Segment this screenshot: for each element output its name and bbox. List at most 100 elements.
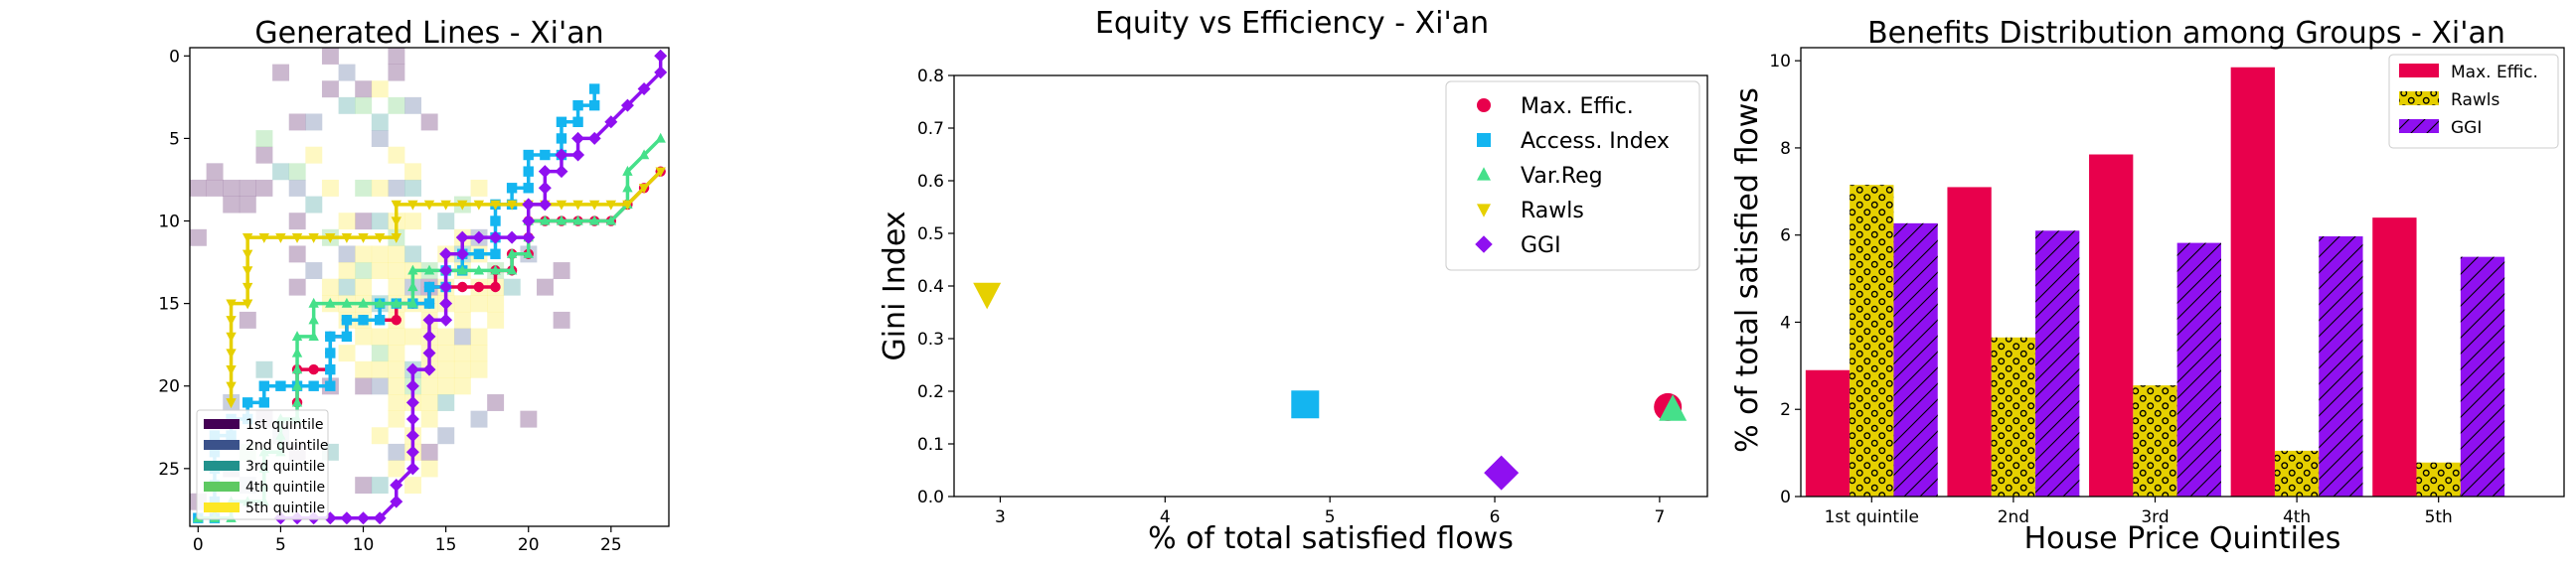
map-cell-quintile-2: [371, 130, 389, 148]
map-marker-var-reg: [540, 214, 551, 225]
bar-ylabel: % of total satisfied flows: [1730, 87, 1765, 453]
legend-label-rawls: Rawls: [1521, 199, 1584, 223]
map-marker-access-index: [325, 363, 336, 375]
bar-max-effic: [2089, 154, 2134, 497]
scatter-ytick-label: 0.0: [917, 488, 944, 507]
map-marker-var-reg: [556, 214, 567, 225]
map-cell-quintile-1: [223, 179, 241, 197]
map-cell-quintile-2: [338, 245, 356, 263]
map-marker-var-reg: [374, 297, 386, 308]
map-marker-ggi: [340, 511, 354, 525]
map-cell-quintile-1: [206, 179, 224, 197]
map-cell-quintile-5: [388, 245, 405, 263]
map-cell-quintile-5: [470, 345, 488, 362]
bar-ytick-label: 6: [1780, 226, 1791, 246]
legend-label-ggi: GGI: [1521, 233, 1561, 258]
bar-rects: [1805, 67, 2505, 498]
map-cell-quintile-1: [255, 179, 273, 197]
map-marker-ggi: [522, 214, 536, 228]
map-cell-quintile-5: [404, 213, 421, 230]
map-cell-quintile-5: [388, 146, 405, 164]
map-cell-quintile-1: [255, 146, 273, 164]
map-marker-access-index: [258, 397, 269, 408]
bar-hatch-rawls: [2133, 385, 2177, 497]
map-cell-quintile-5: [388, 394, 405, 411]
map-marker-rawls: [605, 200, 617, 211]
map-cell-quintile-5: [371, 179, 389, 197]
map-cell-quintile-3: [338, 96, 356, 114]
map-marker-rawls: [325, 232, 336, 243]
bar-xtick-label: 5th: [2425, 507, 2453, 527]
map-marker-var-reg: [622, 165, 633, 176]
legend-swatch-rawls-hatch: [2399, 91, 2439, 105]
map-marker-access-index: [325, 331, 336, 343]
map-marker-var-reg: [655, 132, 666, 143]
bar-hatch-ggi: [2460, 256, 2505, 497]
map-cell-quintile-1: [190, 179, 207, 197]
map-cell-quintile-5: [487, 295, 505, 313]
scatter-axes: 3 4 5 6 7 0.0 0.1 0.2 0.3 0.4 0.5 0.6 0.7 0.8: [917, 67, 1665, 527]
scatter-title: Equity vs Efficiency - Xi'an: [1095, 6, 1489, 41]
map-cell-quintile-3: [371, 477, 389, 495]
map-marker-access-index: [423, 281, 435, 293]
map-ytick-label: 20: [158, 377, 180, 397]
map-cell-quintile-1: [190, 228, 207, 246]
map-cell-quintile-1: [239, 311, 256, 329]
scatter-xlabel: % of total satisfied flows: [1148, 521, 1514, 556]
legend-marker-ggi: [1475, 235, 1493, 253]
map-marker-ggi: [654, 66, 668, 79]
map-cell-quintile-1: [520, 410, 538, 428]
map-xtick-label: 10: [353, 535, 375, 555]
legend-marker-access-index: [1477, 133, 1491, 147]
map-axes: 0 5 10 15 20 25 0 5 10 15 20 25: [158, 47, 621, 555]
map-cell-quintile-1: [321, 80, 339, 98]
map-marker-rawls: [473, 200, 485, 211]
map-marker-access-index: [308, 380, 319, 391]
scatter-legend-box: [1445, 80, 1700, 271]
map-cell-quintile-1: [553, 262, 570, 279]
legend-label-quintile-3: 3rd quintile: [245, 459, 325, 475]
bar-xlabel: House Price Quintiles: [2024, 521, 2341, 556]
map-cell-quintile-3: [305, 196, 323, 214]
legend-label-quintile-4: 4th quintile: [245, 480, 325, 496]
map-cell-quintile-5: [437, 328, 455, 346]
map-cell-quintile-5: [371, 80, 389, 98]
bar-legend-label-ggi: GGI: [2451, 118, 2482, 138]
map-cells: [190, 48, 570, 510]
map-marker-rawls: [374, 232, 386, 243]
map-marker-var-reg: [325, 297, 336, 308]
map-cell-quintile-3: [503, 278, 521, 296]
bar-hatch-ggi: [2319, 236, 2363, 497]
map-marker-access-index: [325, 348, 336, 358]
map-legend: 1st quintile 2nd quintile 3rd quintile 4…: [196, 409, 329, 520]
map-marker-access-index: [572, 116, 583, 127]
map-marker-rawls: [638, 184, 650, 194]
map-marker-var-reg: [605, 214, 617, 225]
map-cell-quintile-1: [537, 278, 554, 296]
legend-swatch-quintile-4: [204, 482, 240, 492]
map-marker-access-index: [374, 315, 386, 326]
map-cell-quintile-4: [371, 345, 389, 362]
map-cell-quintile-5: [355, 278, 373, 296]
map-cell-quintile-5: [420, 377, 438, 395]
legend-swatch-quintile-2: [204, 440, 240, 450]
bar-hatch-rawls: [1850, 185, 1894, 497]
map-marker-access-index: [556, 133, 567, 144]
map-cell-quintile-5: [388, 278, 405, 296]
map-marker-ggi: [505, 230, 519, 244]
legend-label-access-index: Access. Index: [1521, 129, 1670, 154]
map-marker-ggi: [405, 379, 419, 393]
scatter-point-ggi: [1484, 455, 1520, 491]
map-marker-ggi: [439, 280, 453, 294]
map-cell-quintile-5: [404, 163, 421, 181]
map-marker-rawls: [572, 200, 583, 211]
map-cell-quintile-2: [437, 427, 455, 445]
legend-label-max-effic: Max. Effic.: [1521, 94, 1634, 119]
legend-swatch-quintile-3: [204, 461, 240, 471]
map-marker-var-reg: [457, 264, 468, 275]
scatter-ytick-label: 0.8: [917, 67, 944, 86]
map-cell-quintile-1: [288, 278, 306, 296]
map-marker-access-index: [490, 215, 501, 226]
map-cell-quintile-3: [437, 213, 455, 230]
map-cell-quintile-4: [355, 96, 373, 114]
